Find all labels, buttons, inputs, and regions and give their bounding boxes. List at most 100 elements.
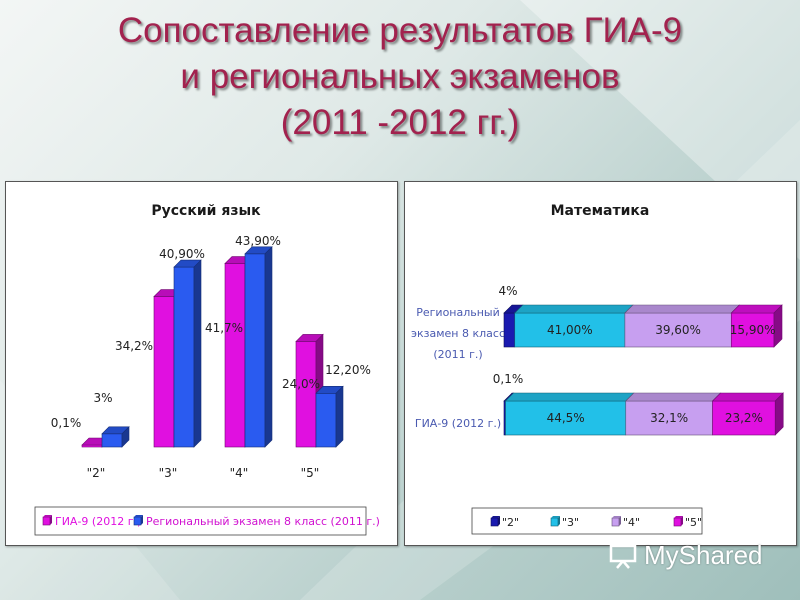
bar-regional-3-front <box>315 393 337 448</box>
bar-regional-2-side <box>264 246 273 448</box>
bar-regional-1 <box>173 259 202 448</box>
value-label-row1-0: 0,1% <box>493 372 524 386</box>
legend-key-3 <box>673 516 683 527</box>
legend-label-2: "4" <box>623 516 640 529</box>
segment-top <box>504 392 635 402</box>
legend-key-1-top <box>551 516 560 518</box>
value-label-gia-1: 34,2% <box>115 339 153 353</box>
value-label-row0-0: 4% <box>498 284 517 298</box>
bar-regional-2-front <box>244 253 266 448</box>
value-label-regional-0: 3% <box>93 391 112 405</box>
legend-key-2-face <box>611 517 620 527</box>
legend-key-2-side <box>619 516 621 526</box>
x-tick-label-0: "2" <box>87 466 106 480</box>
legend: ГИА-9 (2012 г.) Региональный экзамен 8 кл… <box>34 506 380 536</box>
bar-gia-2-front <box>224 263 246 448</box>
slide-title: Сопоставление результатов ГИА-9 и регион… <box>0 8 800 146</box>
bar-regional-3 <box>315 385 344 448</box>
category-label-regional-line-3: (2011 г.) <box>433 348 482 361</box>
bar-gia-3-front <box>295 341 317 448</box>
segment-front <box>625 400 713 436</box>
chart-title: Математика <box>551 203 650 219</box>
legend-key-gia-top <box>43 515 52 517</box>
legend-key-regional-face <box>133 516 142 526</box>
category-label-regional: Региональный экзамен 8 класс (2011 г.) <box>411 306 505 361</box>
legend-key-0 <box>490 516 500 527</box>
x-tick-label-2: "4" <box>230 466 249 480</box>
value-label-row0-1: 41,00% <box>547 323 593 337</box>
legend-box <box>34 506 367 536</box>
legend-label-regional: Региональный экзамен 8 класс (2011 г.) <box>146 515 380 528</box>
legend-key-0-top <box>491 516 500 518</box>
value-label-row1-3: 23,2% <box>725 411 763 425</box>
bar-regional-3-side <box>335 385 344 448</box>
bar-regional-0-front <box>101 433 123 448</box>
legend-label-0: "2" <box>502 516 519 529</box>
value-label-regional-2: 43,90% <box>235 234 281 248</box>
segment-top <box>711 392 784 402</box>
russian-chart-panel: Русский язык 0,1% 3% "2" 34,2% 40,90% "3" 41,7%… <box>5 181 398 546</box>
segment-front <box>712 400 776 436</box>
segment-row1-3 <box>711 392 784 436</box>
legend-key-3-face <box>673 517 682 527</box>
x-tick-label-1: "3" <box>159 466 178 480</box>
legend-key-gia-face <box>42 516 51 526</box>
x-tick-label-3: "5" <box>301 466 320 480</box>
value-label-regional-1: 40,90% <box>159 247 205 261</box>
category-label-regional-line-2: экзамен 8 класс <box>411 327 505 340</box>
segment-front <box>503 312 516 348</box>
title-line-2: и региональных экзаменов <box>180 57 620 96</box>
segment-top <box>514 304 634 314</box>
title-line-3: (2011 -2012 гг.) <box>280 103 520 142</box>
legend-key-regional-top <box>134 515 143 517</box>
segment-row0-3 <box>730 304 783 348</box>
value-label-gia-3: 24,0% <box>282 377 320 391</box>
legend-box <box>471 507 703 535</box>
bar-regional-0-side <box>121 426 130 448</box>
bar-regional-1-front <box>173 266 195 448</box>
legend-key-2 <box>611 516 621 527</box>
title-line-1: Сопоставление результатов ГИА-9 <box>117 11 683 50</box>
segment-front <box>514 312 626 348</box>
legend-key-3-side <box>681 516 683 526</box>
presentation-icon <box>609 542 637 569</box>
category-label-gia: ГИА-9 (2012 г.) <box>415 417 501 430</box>
legend-key-gia <box>42 515 52 526</box>
legend-key-gia-side <box>50 515 52 525</box>
watermark-text: MyShared <box>644 539 763 570</box>
segment-front <box>624 312 732 348</box>
segment-front <box>730 312 775 348</box>
watermark: MyShared <box>608 538 763 572</box>
legend-label-gia: ГИА-9 (2012 г.) <box>55 515 141 528</box>
math-chart: Математика Региональный экзамен 8 класс (20… <box>411 203 784 535</box>
segment-row0-2 <box>624 304 741 348</box>
value-label-row0-3: 15,90% <box>730 323 776 337</box>
segment-top <box>730 304 783 314</box>
legend-key-regional-side <box>141 515 143 525</box>
legend-key-0-side <box>498 516 500 526</box>
value-label-row1-1: 44,5% <box>547 411 585 425</box>
legend-key-1-side <box>558 516 560 526</box>
russian-chart: Русский язык 0,1% 3% "2" 34,2% 40,90% "3" 41,7%… <box>34 203 380 536</box>
bar-gia-1-front <box>153 296 175 448</box>
bar-regional-1-side <box>193 259 202 448</box>
segment-top <box>625 392 722 402</box>
segment-row0-1 <box>514 304 634 348</box>
legend-key-3-top <box>674 516 683 518</box>
legend-key-0-face <box>490 517 499 527</box>
segment-side <box>774 392 784 436</box>
value-label-row1-2: 32,1% <box>650 411 688 425</box>
legend-key-1-face <box>550 517 559 527</box>
legend-label-1: "3" <box>562 516 579 529</box>
segment-top <box>624 304 741 314</box>
legend: "2" "3" "4" "5" <box>471 507 703 535</box>
math-chart-panel: Математика Региональный экзамен 8 класс (20… <box>404 181 797 546</box>
bar-regional-2 <box>244 246 273 448</box>
legend-key-1 <box>550 516 560 527</box>
segment-row1-1 <box>504 392 635 436</box>
value-label-row0-2: 39,60% <box>655 323 701 337</box>
category-label-regional-line-1: Региональный <box>416 306 500 319</box>
legend-key-regional <box>133 515 143 526</box>
value-label-gia-2: 41,7% <box>205 321 243 335</box>
legend-label-3: "5" <box>685 516 702 529</box>
